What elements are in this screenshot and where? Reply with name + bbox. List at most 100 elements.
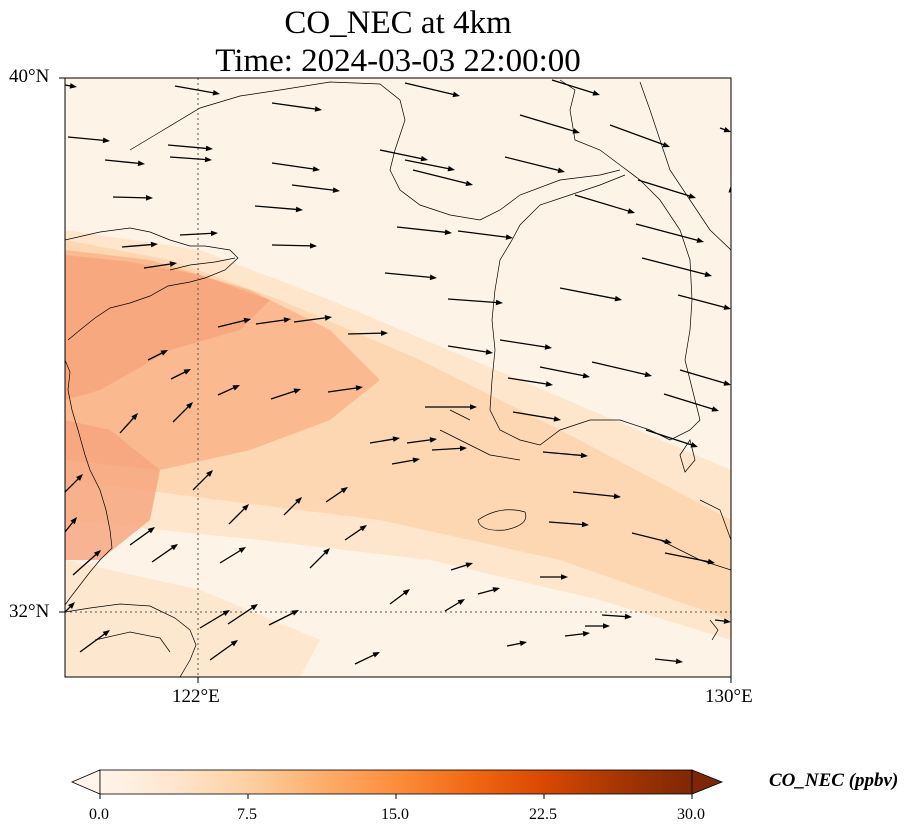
wind-arrow xyxy=(327,385,363,393)
wind-arrow xyxy=(512,411,561,422)
wind-arrow xyxy=(664,552,715,565)
wind-arrow xyxy=(396,226,452,236)
wind-arrow xyxy=(677,294,731,310)
wind-arrow xyxy=(67,136,110,144)
cb-label-3: 22.5 xyxy=(529,806,557,823)
wind-arrow xyxy=(504,156,565,174)
wind-arrow xyxy=(542,451,588,459)
wind-arrow xyxy=(425,404,477,410)
lon-tick-130e: 130°E xyxy=(705,686,753,707)
wind-arrow xyxy=(539,366,590,379)
wind-arrow xyxy=(379,149,428,162)
wind-arrow xyxy=(450,562,473,571)
wind-arrow xyxy=(447,345,493,355)
wind-arrow xyxy=(104,159,145,167)
wind-arrow xyxy=(65,602,75,613)
wind-arrow xyxy=(291,184,340,193)
wind-arrow xyxy=(609,124,670,148)
wind-arrow xyxy=(404,82,460,98)
wind-arrow xyxy=(325,487,348,503)
plume-core-north xyxy=(65,255,270,400)
wind-arrow xyxy=(384,272,437,281)
wind-arrow xyxy=(507,377,553,387)
wind-arrow xyxy=(564,631,590,637)
wind-arrow xyxy=(169,156,212,163)
wind-arrow xyxy=(271,162,320,172)
lat-tick-40n: 40°N xyxy=(9,66,50,87)
wind-arrow xyxy=(270,388,301,400)
wind-arrow xyxy=(283,497,302,516)
wind-arrow xyxy=(645,429,698,448)
wind-arrow xyxy=(119,413,138,434)
wind-arrow xyxy=(174,85,220,96)
wind-arrow xyxy=(167,144,213,152)
cb-label-1: 7.5 xyxy=(237,806,257,823)
wind-arrow xyxy=(228,504,249,525)
wind-arrow xyxy=(268,610,299,626)
wind-arrow xyxy=(143,261,177,269)
wind-arrow xyxy=(551,79,600,96)
wind-arrow xyxy=(477,587,500,595)
wind-arrow xyxy=(179,230,218,237)
wind-arrow xyxy=(637,179,696,199)
wind-arrow xyxy=(431,445,467,452)
wind-arrow xyxy=(219,547,246,564)
wind-arrow xyxy=(309,548,330,569)
cb-label-2: 15.0 xyxy=(381,806,409,823)
wind-arrow xyxy=(170,369,191,380)
wind-arrow xyxy=(217,317,251,328)
wind-arrow xyxy=(540,574,568,580)
lon-tick-122e: 122°E xyxy=(172,686,220,707)
wind-arrow xyxy=(679,369,731,386)
wind-arrow xyxy=(209,640,238,661)
wind-arrow xyxy=(65,517,77,533)
wind-arrow xyxy=(457,230,513,240)
wind-arrow xyxy=(601,613,632,620)
wind-arrow xyxy=(354,652,380,665)
wind-arrow xyxy=(635,223,704,243)
wind-arrow xyxy=(444,599,465,612)
wind-arrow xyxy=(79,630,110,653)
colorbar xyxy=(70,769,724,799)
wind-arrow xyxy=(129,527,155,546)
wind-arrow xyxy=(499,339,552,350)
wind-arrow xyxy=(574,194,635,214)
wind-arrow xyxy=(519,114,580,134)
wind-arrow xyxy=(344,525,367,541)
lat-tick-32n: 32°N xyxy=(9,601,50,622)
wind-arrow xyxy=(65,83,77,89)
wind-arrow xyxy=(406,437,437,444)
colorbar-gradient xyxy=(99,769,693,795)
wind-arrow xyxy=(199,610,230,629)
wind-arrow xyxy=(585,623,610,629)
wind-arrow xyxy=(559,287,622,302)
wind-arrow xyxy=(591,361,652,378)
wind-vectors xyxy=(65,79,731,665)
wind-arrow xyxy=(112,195,153,201)
wind-arrow xyxy=(255,317,291,325)
wind-arrow xyxy=(172,402,193,423)
wind-arrow xyxy=(663,393,719,412)
wind-arrow xyxy=(369,436,400,444)
wind-arrow xyxy=(147,350,168,361)
colorbar-label: CO_NEC (ppbv) xyxy=(769,770,899,791)
colorbar-min-extend xyxy=(70,769,101,795)
cb-label-4: 30.0 xyxy=(677,806,705,823)
wind-arrow xyxy=(192,470,213,491)
wind-arrow xyxy=(293,315,332,323)
wind-arrow xyxy=(72,550,101,576)
wind-arrow xyxy=(719,126,731,133)
wind-arrow xyxy=(347,330,388,336)
wind-arrow xyxy=(572,491,621,500)
wind-arrow xyxy=(254,205,303,213)
map-title-line1: CO_NEC at 4km xyxy=(284,5,512,41)
wind-arrow xyxy=(447,298,503,306)
wind-arrow xyxy=(271,243,317,249)
wind-arrow xyxy=(151,544,178,563)
plume-south-shelf xyxy=(65,560,320,677)
wind-arrow xyxy=(404,159,455,172)
wind-arrow xyxy=(412,169,473,187)
colorbar-max-extend xyxy=(691,769,724,795)
wind-arrow xyxy=(65,474,83,493)
